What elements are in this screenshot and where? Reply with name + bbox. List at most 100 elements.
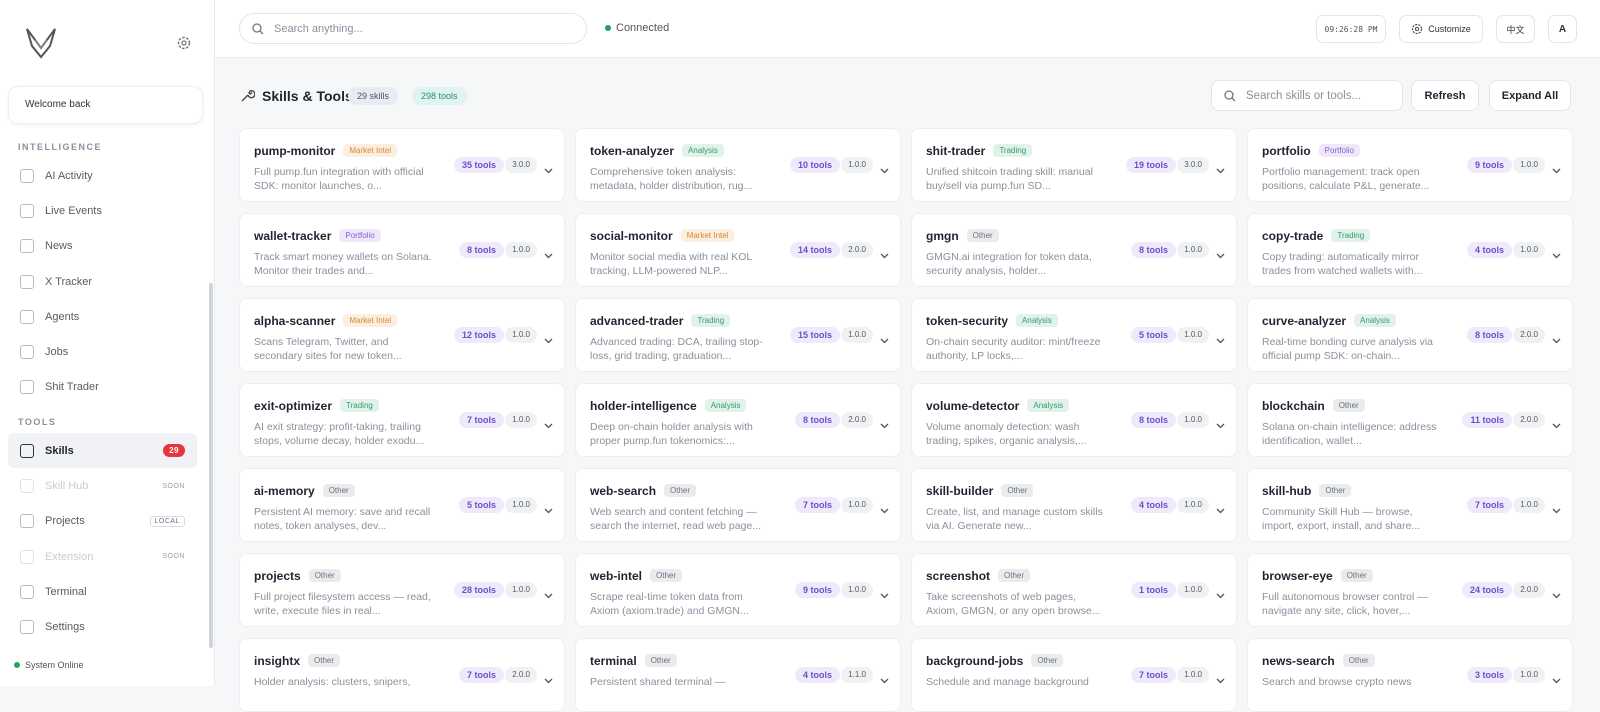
version: 1.0.0 [841,582,873,598]
expand-chevron[interactable] [880,586,889,604]
skill-card[interactable]: background-jobs Other Schedule and manage … [911,638,1237,712]
nav-item[interactable]: Skills 29 [8,433,197,469]
tools-count: 7 tools [458,667,504,683]
nav-item[interactable]: Skill Hub SOON [0,468,205,503]
expand-chevron[interactable] [1552,586,1561,604]
expand-chevron[interactable] [880,246,889,264]
settings-icon[interactable] [176,35,192,51]
expand-chevron[interactable] [1552,416,1561,434]
tools-count: 11 tools [1462,412,1512,428]
nav-item[interactable]: Projects LOCAL [0,504,205,539]
skill-card[interactable]: alpha-scanner Market Intel Scans Telegram,… [239,298,565,372]
skill-card[interactable]: token-security Analysis On-chain security … [911,298,1237,372]
skill-card[interactable]: insightx Other Holder analysis: clusters, … [239,638,565,712]
tools-count: 28 tools [453,582,504,598]
nav-item[interactable]: Terminal [0,574,205,609]
expand-chevron[interactable] [1216,416,1225,434]
skill-card[interactable]: token-analyzer Analysis Comprehensive toke… [575,128,901,202]
expand-chevron[interactable] [544,501,553,519]
skill-card[interactable]: copy-trade Trading Copy trading: automatic… [1247,213,1573,287]
expand-chevron[interactable] [1216,161,1225,179]
expand-chevron[interactable] [880,331,889,349]
skill-description: Web search and content fetching — search… [590,506,762,532]
skill-card[interactable]: advanced-trader Trading Advanced trading: … [575,298,901,372]
skill-card[interactable]: exit-optimizer Trading AI exit strategy: p… [239,383,565,457]
version: 3.0.0 [1177,157,1209,173]
clock: 09:26:28 PM [1316,15,1386,43]
skill-card[interactable]: gmgn Other GMGN.ai integration for token d… [911,213,1237,287]
skill-tag: Other [308,569,341,583]
skill-card[interactable]: wallet-tracker Portfolio Track smart money… [239,213,565,287]
skill-card[interactable]: terminal Other Persistent shared terminal … [575,638,901,712]
customize-button[interactable]: Customize [1399,15,1483,43]
expand-all-button[interactable]: Expand All [1489,80,1571,111]
expand-chevron[interactable] [544,416,553,434]
nav-icon [20,620,34,635]
skill-card[interactable]: screenshot Other Take screenshots of web p… [911,553,1237,627]
skill-card[interactable]: web-intel Other Scrape real-time token dat… [575,553,901,627]
expand-chevron[interactable] [544,671,553,689]
refresh-button[interactable]: Refresh [1411,80,1479,111]
skill-card[interactable]: projects Other Full project filesystem acc… [239,553,565,627]
tools-count: 35 tools [453,157,504,173]
skill-tag: Analysis [1354,314,1396,328]
skill-card[interactable]: volume-detector Analysis Volume anomaly de… [911,383,1237,457]
global-search[interactable]: Search anything... [239,13,587,44]
skill-tag: Market Intel [343,144,398,158]
expand-chevron[interactable] [1216,671,1225,689]
language-button[interactable]: 中文 [1496,15,1535,43]
expand-chevron[interactable] [880,501,889,519]
expand-chevron[interactable] [544,586,553,604]
skill-name: social-monitor [590,228,673,243]
nav-item[interactable]: Jobs [0,334,205,369]
expand-chevron[interactable] [1216,586,1225,604]
expand-chevron[interactable] [880,161,889,179]
avatar[interactable]: A [1548,15,1577,43]
expand-chevron[interactable] [544,331,553,349]
skill-card[interactable]: ai-memory Other Persistent AI memory: save… [239,468,565,542]
skills-search[interactable]: Search skills or tools... [1211,80,1403,111]
expand-chevron[interactable] [1216,246,1225,264]
skill-card[interactable]: holder-intelligence Analysis Deep on-chain… [575,383,901,457]
expand-chevron[interactable] [544,161,553,179]
nav-item[interactable]: Shit Trader [0,370,205,405]
tools-count: 298 tools [412,87,467,105]
skill-card[interactable]: portfolio Portfolio Portfolio management: … [1247,128,1573,202]
expand-chevron[interactable] [1216,501,1225,519]
skill-description: Scans Telegram, Twitter, and secondary s… [254,336,402,362]
expand-chevron[interactable] [880,671,889,689]
skill-tag: Trading [1331,229,1371,243]
nav-item[interactable]: Extension SOON [0,539,205,574]
expand-chevron[interactable] [1552,161,1561,179]
nav-item[interactable]: Agents [0,299,205,334]
skill-tag: Other [998,569,1031,583]
skill-card[interactable]: blockchain Other Solana on-chain intellige… [1247,383,1573,457]
skill-card[interactable]: news-search Other Search and browse crypto… [1247,638,1573,712]
expand-chevron[interactable] [1552,331,1561,349]
nav-item[interactable]: News [0,229,205,264]
nav-item[interactable]: Live Events [0,193,205,228]
scrollbar[interactable] [209,283,213,648]
tools-count: 8 tools [1130,412,1176,428]
expand-chevron[interactable] [1216,331,1225,349]
expand-chevron[interactable] [1552,501,1561,519]
skill-description: Full project filesystem access — read, w… [254,591,431,617]
skill-card[interactable]: browser-eye Other Full autonomous browser … [1247,553,1573,627]
skill-card[interactable]: shit-trader Trading Unified shitcoin tradi… [911,128,1237,202]
skill-name: volume-detector [926,398,1020,413]
skill-card[interactable]: skill-builder Other Create, list, and mana… [911,468,1237,542]
skill-card[interactable]: web-search Other Web search and content fe… [575,468,901,542]
skill-card[interactable]: curve-analyzer Analysis Real-time bonding … [1247,298,1573,372]
skill-card[interactable]: pump-monitor Market Intel Full pump.fun in… [239,128,565,202]
skill-card[interactable]: social-monitor Market Intel Monitor social… [575,213,901,287]
skill-card[interactable]: skill-hub Other Community Skill Hub — brow… [1247,468,1573,542]
nav-item[interactable]: X Tracker [0,264,205,299]
expand-chevron[interactable] [544,246,553,264]
expand-chevron[interactable] [880,416,889,434]
nav-item[interactable]: AI Activity [0,158,205,193]
expand-chevron[interactable] [1552,246,1561,264]
nav-item[interactable]: Settings [0,610,205,645]
skill-name: token-analyzer [590,143,675,158]
expand-chevron[interactable] [1552,671,1561,689]
